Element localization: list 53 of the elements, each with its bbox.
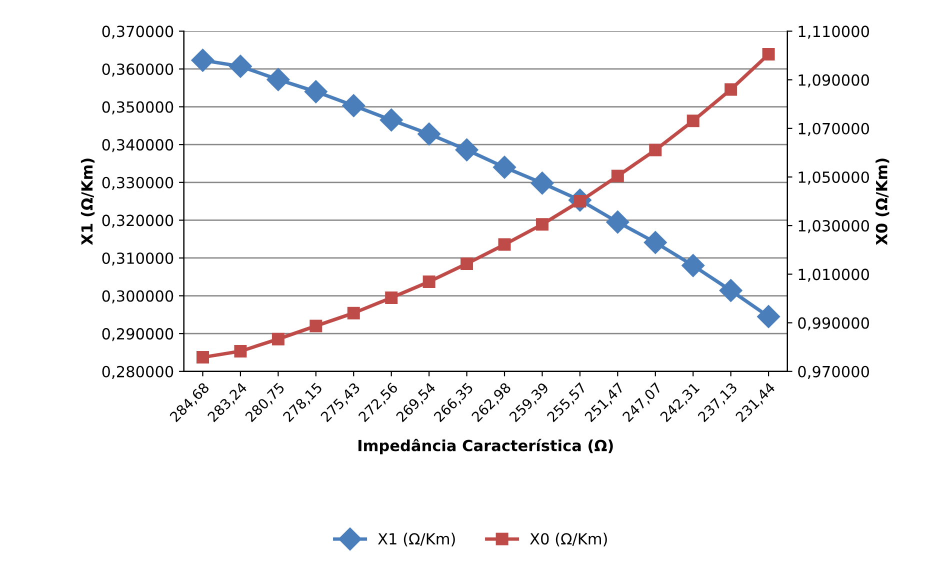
point — [342, 94, 366, 118]
point — [493, 156, 516, 179]
y-tick-label: 0,320000 — [102, 214, 174, 228]
y2-tick-label: 1,010000 — [798, 268, 870, 282]
y2-tick-label: 0,970000 — [798, 366, 870, 379]
y-tick-label: 0,330000 — [102, 176, 174, 190]
y2-tick-label: 1,090000 — [798, 74, 870, 88]
point — [536, 218, 548, 231]
point — [762, 48, 775, 61]
point — [380, 108, 403, 132]
point — [304, 80, 328, 104]
legend-label: X1 (Ω/Km) — [378, 532, 455, 546]
y-tick-label: 0,360000 — [102, 63, 174, 77]
point — [422, 275, 436, 288]
x-axis-title: Impedância Característica (Ω) — [358, 438, 613, 454]
y2-tick-label: 1,110000 — [798, 26, 870, 39]
point — [347, 306, 360, 320]
point — [682, 254, 705, 278]
y2-axis-title: X0 (Ω/Km) — [876, 158, 890, 246]
point — [460, 257, 474, 270]
point — [530, 172, 554, 195]
point — [191, 48, 214, 72]
point — [234, 344, 247, 358]
point — [498, 238, 511, 251]
point — [310, 320, 322, 332]
point — [266, 68, 290, 92]
point — [644, 230, 667, 254]
point — [418, 122, 441, 146]
y-tick-label: 0,350000 — [102, 101, 174, 114]
y-tick-label: 0,280000 — [102, 366, 174, 379]
point — [228, 54, 252, 78]
point — [719, 278, 742, 302]
point — [385, 292, 398, 304]
y-tick-label: 0,310000 — [102, 252, 174, 266]
point — [611, 170, 624, 182]
y2-tick-label: 1,050000 — [798, 171, 870, 185]
point — [649, 144, 662, 156]
point — [686, 114, 700, 128]
legend-label: X0 (Ω/Km) — [530, 532, 607, 546]
y2-tick-label: 0,990000 — [798, 317, 870, 330]
y2-tick-label: 1,030000 — [798, 220, 870, 234]
y-tick-label: 0,340000 — [102, 139, 174, 152]
point — [606, 210, 630, 234]
y-axis-title: X1 (Ω/Km) — [80, 158, 95, 246]
point — [455, 138, 478, 162]
y-tick-label: 0,300000 — [102, 290, 174, 304]
y-tick-label: 0,370000 — [102, 26, 174, 39]
y2-tick-label: 1,070000 — [798, 122, 870, 136]
point — [757, 305, 780, 328]
point — [272, 332, 284, 346]
point — [196, 351, 209, 364]
point — [724, 83, 738, 96]
y-tick-label: 0,290000 — [102, 328, 174, 342]
